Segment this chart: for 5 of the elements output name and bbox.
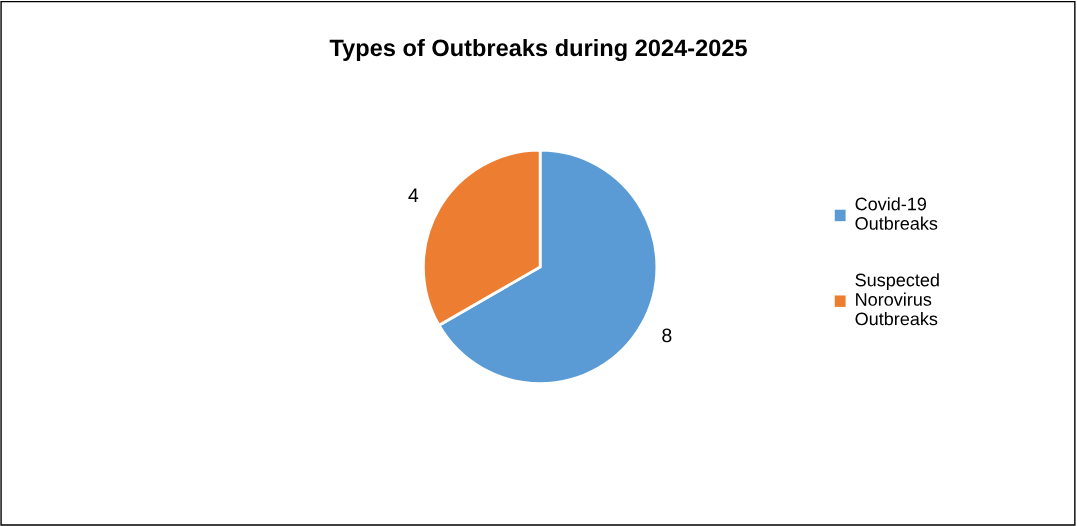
chart-title: Types of Outbreaks during 2024-2025 — [329, 38, 747, 62]
legend-label: Suspected Norovirus Outbreaks — [855, 273, 939, 326]
legend-label: Covid-19 Outbreaks — [855, 197, 938, 230]
data-label: 4 — [408, 188, 419, 202]
data-label: 8 — [662, 328, 672, 343]
